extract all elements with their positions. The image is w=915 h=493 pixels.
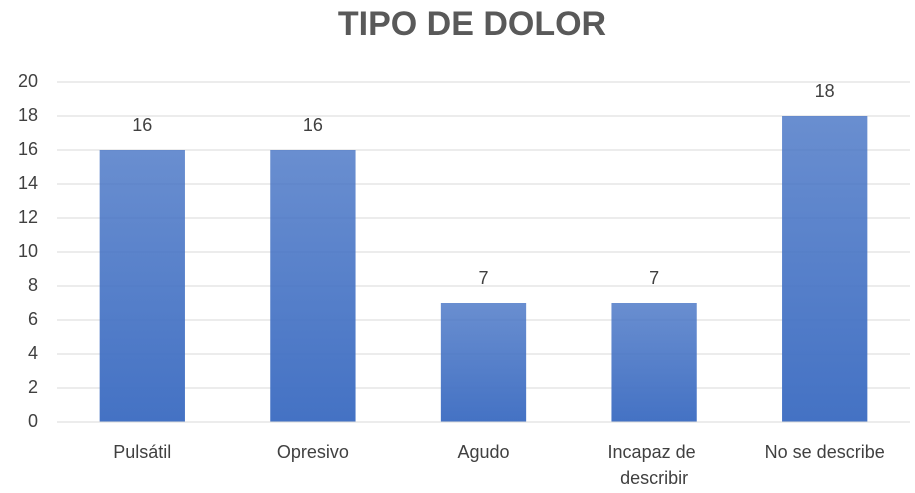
chart-title: TIPO DE DOLOR [338,5,606,43]
bar [99,150,185,422]
data-label: 18 [815,81,835,101]
y-tick-label: 12 [18,207,38,227]
bar [611,303,697,422]
y-tick-label: 16 [18,139,38,159]
y-tick-label: 6 [28,309,38,329]
x-tick-label: Incapaz de describir [608,442,701,488]
y-tick-label: 20 [18,71,38,91]
x-tick-label: Pulsátil [113,442,171,462]
data-label: 7 [649,268,659,288]
y-tick-label: 0 [28,411,38,431]
y-tick-label: 8 [28,275,38,295]
data-label: 7 [478,268,488,288]
bar [270,150,356,422]
y-tick-label: 4 [28,343,38,363]
x-tick-label: No se describe [765,442,885,462]
data-label: 16 [132,115,152,135]
bar [782,116,868,422]
y-tick-label: 10 [18,241,38,261]
y-tick-label: 14 [18,173,38,193]
x-tick-label: Agudo [457,442,509,462]
bar [440,303,527,422]
x-tick-label: Opresivo [277,442,349,462]
data-label: 16 [303,115,323,135]
y-tick-label: 18 [18,105,38,125]
y-tick-label: 2 [28,377,38,397]
